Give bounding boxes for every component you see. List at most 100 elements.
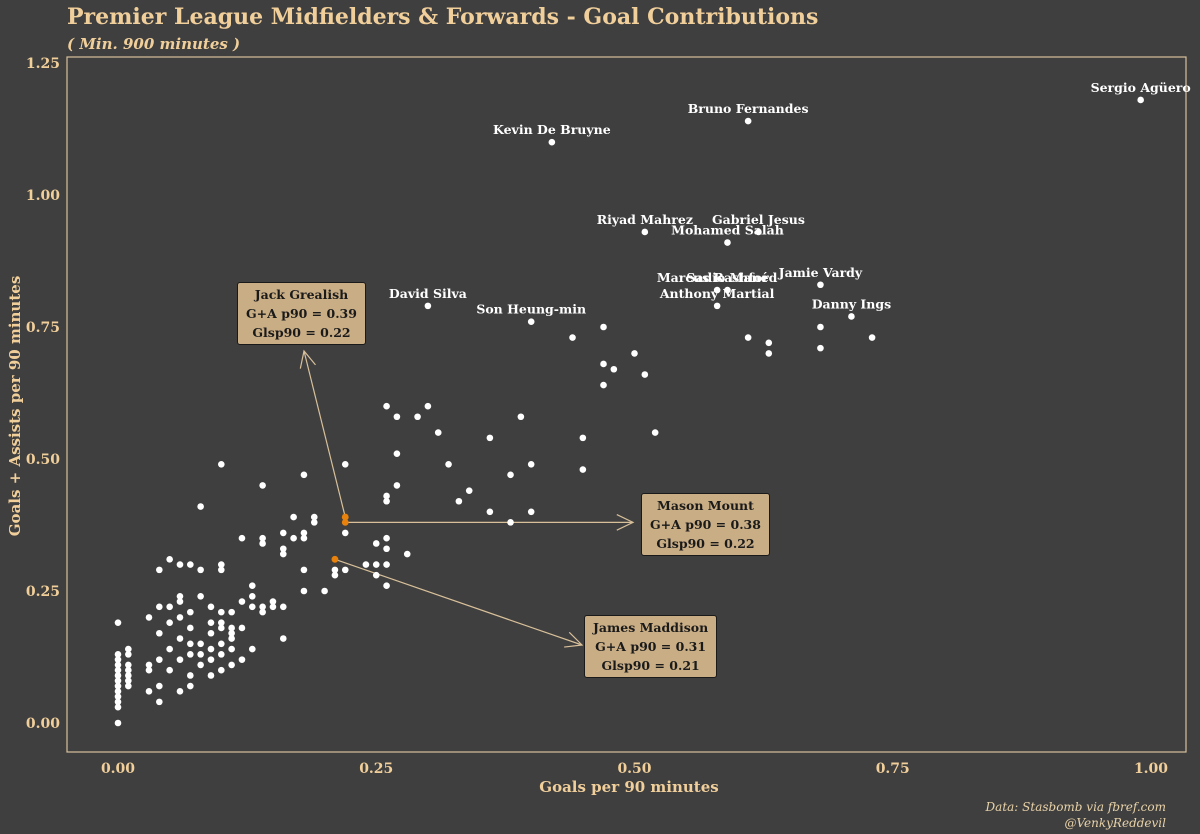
data-point	[383, 492, 390, 500]
data-point	[507, 519, 514, 526]
data-point	[145, 666, 153, 674]
y-tick-label: 1.00	[26, 188, 60, 204]
data-points	[114, 96, 1144, 727]
y-tick-label: 0.50	[26, 452, 60, 468]
data-point	[187, 608, 194, 616]
annotation-stat-ga: G+A p90 = 0.38	[650, 517, 761, 532]
data-point	[228, 635, 235, 642]
data-point	[486, 434, 494, 442]
data-point	[300, 587, 308, 595]
data-point	[238, 624, 246, 632]
annotation-name: James Maddison	[593, 620, 709, 635]
data-point	[197, 503, 204, 510]
data-point	[341, 566, 349, 574]
data-point	[207, 619, 215, 626]
data-point	[125, 666, 132, 674]
data-point	[383, 582, 390, 590]
data-point	[372, 571, 380, 579]
data-point	[383, 534, 390, 542]
data-point	[187, 624, 194, 632]
labeled-data-point	[848, 313, 855, 320]
annotation-jack-grealish: Jack Grealish G+A p90 = 0.39 Glsp90 = 0.…	[237, 282, 366, 345]
data-point	[218, 566, 225, 574]
data-point	[125, 677, 132, 685]
data-point	[218, 460, 225, 468]
point-label: David Silva	[389, 286, 467, 301]
data-point	[187, 651, 194, 658]
data-point	[455, 497, 463, 505]
data-point	[424, 402, 432, 410]
data-point	[310, 519, 318, 526]
data-point	[321, 587, 328, 595]
data-point	[114, 672, 122, 679]
data-point	[114, 661, 122, 669]
data-point	[248, 603, 256, 611]
data-point	[341, 529, 349, 537]
data-point	[114, 698, 122, 706]
data-point	[259, 540, 266, 547]
y-axis-label: Goals + Assists per 90 minutes	[6, 276, 24, 537]
annotation-name: Mason Mount	[657, 498, 754, 513]
data-point	[176, 592, 184, 600]
data-point	[341, 460, 349, 468]
data-point	[114, 703, 122, 711]
labeled-data-point	[755, 228, 762, 236]
data-point	[166, 619, 173, 626]
data-point	[445, 460, 452, 468]
data-point	[300, 471, 308, 479]
data-point	[176, 561, 184, 568]
data-point	[156, 682, 163, 690]
labeled-data-point	[713, 302, 721, 310]
point-label: Danny Ings	[812, 296, 891, 311]
data-point	[166, 645, 173, 653]
data-point	[218, 640, 225, 648]
labeled-data-point	[724, 286, 731, 294]
data-point	[166, 666, 173, 674]
annotation-arrow	[334, 558, 584, 648]
data-point	[331, 566, 339, 574]
data-point	[176, 688, 184, 695]
labeled-data-point	[527, 318, 535, 326]
data-point	[817, 344, 824, 352]
data-point	[156, 656, 163, 663]
data-point	[383, 545, 390, 553]
data-point	[600, 323, 607, 331]
data-point	[125, 651, 132, 658]
data-point	[228, 645, 235, 653]
highlighted-data-point	[341, 513, 349, 521]
y-tick-label: 0.25	[26, 584, 60, 600]
annotation-mason-mount: Mason Mount G+A p90 = 0.38 Glsp90 = 0.22	[641, 493, 770, 556]
axis-ticks: 0.00 0.25 0.50 0.75 1.00 0.00 0.25 0.50 0.75 1.00…	[26, 56, 1168, 777]
plot-frame	[66, 56, 1187, 753]
data-point	[218, 619, 225, 626]
data-point	[517, 413, 525, 421]
data-point	[218, 624, 225, 632]
labeled-data-point	[713, 286, 721, 294]
data-point	[197, 661, 204, 669]
data-point	[145, 661, 153, 669]
data-point	[279, 545, 287, 553]
y-tick-label: 0.00	[26, 716, 60, 732]
data-point	[259, 603, 266, 611]
annotation-name: Jack Grealish	[254, 287, 349, 302]
data-point	[600, 381, 607, 389]
x-tick-label: 0.50	[617, 761, 651, 777]
x-tick-label: 0.75	[876, 761, 910, 777]
data-point	[156, 603, 163, 611]
annotation-stat-goals: Glsp90 = 0.22	[656, 536, 755, 551]
data-point	[383, 402, 390, 410]
data-point	[300, 529, 308, 537]
data-point	[176, 635, 184, 642]
data-point	[125, 672, 132, 679]
data-point	[372, 561, 380, 568]
point-label: Son Heung-min	[476, 302, 586, 317]
annotation-james-maddison: James Maddison G+A p90 = 0.31 Glsp90 = 0…	[584, 615, 718, 678]
annotation-arrow	[345, 513, 635, 531]
data-point	[248, 645, 256, 653]
data-point	[569, 334, 576, 341]
data-point	[197, 651, 204, 658]
data-point	[156, 698, 163, 706]
data-point	[218, 651, 225, 658]
data-point	[187, 682, 194, 690]
credit-source: Data: Stasbomb via fbref.com	[985, 800, 1166, 814]
